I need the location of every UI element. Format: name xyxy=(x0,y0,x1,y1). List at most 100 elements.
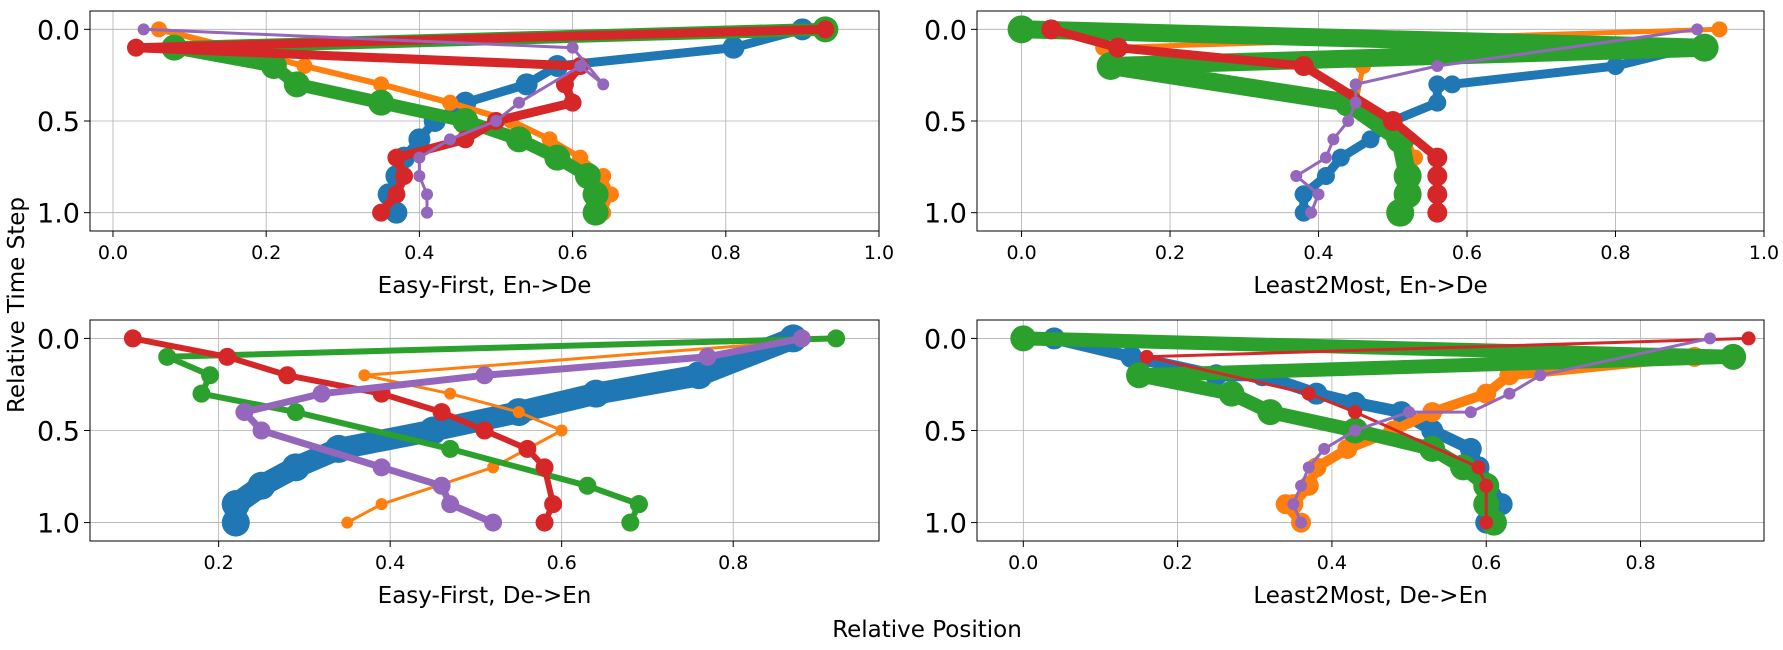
series-5-point xyxy=(1349,424,1362,437)
series-line-5 xyxy=(1294,27,1699,215)
series-4-point xyxy=(1427,184,1448,205)
x-tick-label: 0.2 xyxy=(204,552,234,574)
series-5-point xyxy=(444,133,457,146)
series-3-point xyxy=(1690,33,1719,62)
series-3-point xyxy=(286,403,305,422)
series-3-point xyxy=(201,366,220,385)
series-3-point xyxy=(621,513,640,532)
series-2-point xyxy=(444,387,457,400)
series-3-point xyxy=(1419,435,1446,462)
series-5-point xyxy=(413,170,426,182)
x-tick-label: 0.2 xyxy=(1162,552,1192,574)
series-4-point xyxy=(544,495,563,514)
series-3-point xyxy=(192,384,211,403)
figure-ylabel: Relative Time Step xyxy=(4,197,30,413)
series-1-point xyxy=(684,361,713,390)
series-4-point xyxy=(1108,37,1129,58)
x-tick-label: 0.4 xyxy=(375,552,405,574)
series-5-point xyxy=(1349,96,1362,109)
series-4-point xyxy=(563,93,582,112)
x-tick-label: 0.6 xyxy=(557,242,587,264)
series-3-point xyxy=(1257,399,1284,426)
x-tick-label: 0.8 xyxy=(1600,242,1630,264)
series-1-point xyxy=(1459,437,1482,460)
x-tick-label: 0.0 xyxy=(1006,242,1036,264)
series-3-point xyxy=(827,329,846,348)
x-tick-label: 0.8 xyxy=(718,552,748,574)
series-5-point xyxy=(792,329,811,348)
series-1-point xyxy=(408,128,431,151)
series-3-point xyxy=(505,126,532,153)
series-3-point xyxy=(260,53,287,79)
series-4-point xyxy=(218,347,237,366)
series-5-point xyxy=(1403,406,1416,419)
series-4-point xyxy=(123,329,142,348)
series-line-2 xyxy=(345,336,838,525)
series-1-point xyxy=(1443,75,1462,94)
series-5-point xyxy=(432,476,451,495)
series-5-point xyxy=(441,495,460,514)
series-4-point xyxy=(395,167,414,185)
x-tick-label: 0.4 xyxy=(404,242,434,264)
series-5-point xyxy=(1305,206,1318,219)
series-4-point xyxy=(1041,19,1062,40)
series-5-point xyxy=(566,41,579,54)
x-tick-label: 0.6 xyxy=(547,552,577,574)
series-5-point xyxy=(372,458,391,477)
series-3-point xyxy=(1450,454,1477,481)
series-5-point xyxy=(421,206,434,219)
x-tick-label: 0.0 xyxy=(98,242,128,264)
y-tick-label: 0.0 xyxy=(37,15,80,46)
series-2-point xyxy=(358,369,371,382)
y-tick-label: 0.5 xyxy=(37,107,80,138)
series-5-point xyxy=(1302,461,1315,474)
series-3-point xyxy=(544,144,571,171)
series-4-point xyxy=(1301,386,1316,401)
series-3-point xyxy=(1096,52,1125,80)
series-5-point xyxy=(1691,23,1704,36)
y-tick-label: 0.0 xyxy=(37,324,80,355)
x-axis-label: Easy-First, En->De xyxy=(378,273,592,299)
series-4-point xyxy=(278,366,297,385)
series-4-point xyxy=(432,403,451,422)
x-tick-label: 0.2 xyxy=(251,242,281,264)
series-4-point xyxy=(475,421,494,440)
series-line-5 xyxy=(240,334,806,527)
series-2-point xyxy=(296,58,313,74)
series-4-point xyxy=(1139,349,1154,364)
series-5-point xyxy=(1290,170,1303,182)
series-4-point xyxy=(1741,331,1756,346)
series-5-point xyxy=(1318,442,1331,455)
series-5-point xyxy=(597,78,610,91)
series-5-point xyxy=(1431,60,1444,72)
series-3-point xyxy=(578,476,597,495)
series-3-point xyxy=(283,71,310,98)
series-5-point xyxy=(1295,479,1308,492)
chart-panel-3: 0.2 0.4 0.6 0.8 0.0 0.5 1.0 Easy-First, De->En xyxy=(37,319,880,609)
x-axis-label: Least2Most, De->En xyxy=(1253,583,1487,609)
y-tick-label: 0.5 xyxy=(924,417,967,448)
x-tick-label: 0.4 xyxy=(1317,552,1347,574)
series-2-point xyxy=(375,498,388,511)
y-tick-label: 1.0 xyxy=(924,509,967,540)
series-3-point xyxy=(452,108,479,134)
x-tick-label: 0.4 xyxy=(1303,242,1333,264)
series-5-point xyxy=(312,384,331,403)
x-tick-label: 0.0 xyxy=(1008,552,1038,574)
y-tick-label: 1.0 xyxy=(37,509,80,540)
series-1-point xyxy=(1120,345,1143,368)
x-tick-label: 0.2 xyxy=(1155,242,1185,264)
series-2-point xyxy=(555,424,568,437)
series-3-point xyxy=(582,199,609,226)
series-1-point xyxy=(1361,130,1380,149)
series-1-point xyxy=(1428,75,1447,94)
series-4-point xyxy=(126,38,145,57)
x-tick-label: 0.6 xyxy=(1452,242,1482,264)
x-tick-label: 1.0 xyxy=(864,242,894,264)
series-3-point xyxy=(1007,15,1036,44)
series-5-point xyxy=(413,151,426,164)
series-5-point xyxy=(1342,115,1355,127)
series-3-point xyxy=(158,347,177,366)
series-1-point xyxy=(221,508,250,537)
